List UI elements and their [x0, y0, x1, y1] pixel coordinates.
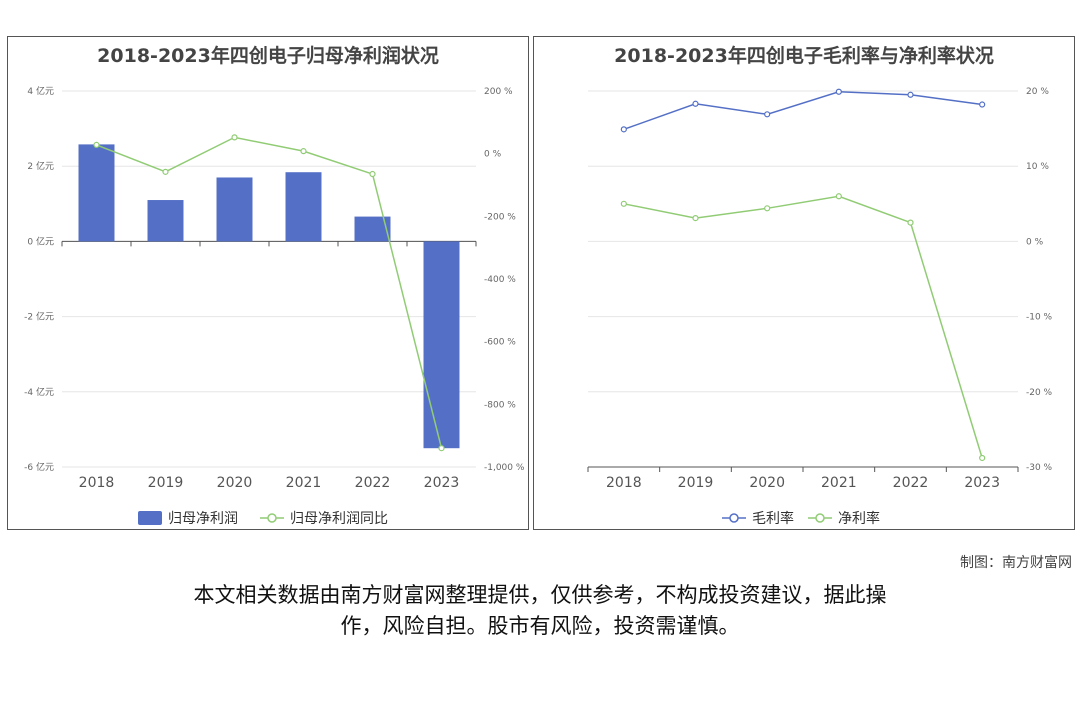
left-chart-title: 2018-2023年四创电子归母净利润状况 — [97, 45, 439, 67]
left-y-tick-label: -6 亿元 — [24, 461, 54, 473]
right-y-tick-label: 20 % — [1026, 87, 1049, 97]
right-y-tick-label: -10 % — [1026, 313, 1053, 323]
left-bar — [285, 172, 322, 242]
right-line-point — [979, 101, 986, 108]
left-y-tick-label: 2 亿元 — [27, 160, 54, 172]
right-line-point — [764, 111, 771, 118]
right-y-tick-label: 10 % — [1026, 162, 1049, 172]
right-line-point — [979, 454, 986, 462]
right-chart-svg: 20 % 10 % 0 % -10 % -20 % -30 % 2018 2019 2020 20… — [587, 87, 1053, 527]
right-chart-panel: 2018-2023年四创电子毛利率与净利率状况 20 % 10 % 0 % -10 %… — [533, 36, 1075, 530]
left-x-tick-label: 2022 — [355, 475, 391, 491]
left-line-point — [438, 445, 445, 452]
chart-credit: 制图：南方财富网 — [960, 555, 1072, 571]
left-y2-tick-label: 0 % — [484, 150, 502, 160]
right-y-tick-label: -20 % — [1026, 388, 1053, 398]
right-line-point — [620, 200, 627, 207]
right-line-point — [835, 193, 842, 200]
right-x-tick-label: 2019 — [678, 475, 714, 491]
right-x-tick-label: 2018 — [606, 475, 642, 491]
left-bar — [423, 241, 460, 449]
left-x-tick-label: 2019 — [148, 475, 184, 491]
right-line-point — [907, 91, 914, 98]
left-y2-tick-label: 200 % — [484, 87, 513, 97]
left-bar — [147, 200, 184, 242]
legend-gross-marker — [729, 513, 739, 523]
left-y2-tick-label: -1,000 % — [484, 463, 525, 473]
left-y-tick-label: -4 亿元 — [24, 386, 54, 398]
right-line-series-1 — [623, 195, 983, 459]
left-x-tick-label: 2021 — [286, 475, 322, 491]
left-x-tick-label: 2018 — [79, 475, 115, 491]
disclaimer-line-1: 本文相关数据由南方财富网整理提供，仅供参考，不构成投资建议，据此操 — [193, 583, 887, 607]
right-line-point — [692, 100, 699, 107]
right-x-tick-label: 2022 — [893, 475, 929, 491]
right-line-point — [620, 126, 627, 133]
left-bar — [354, 216, 391, 242]
left-y2-tick-label: -400 % — [484, 275, 516, 285]
right-y-tick-label: -30 % — [1026, 463, 1053, 473]
left-y-tick-label: -2 亿元 — [24, 311, 54, 323]
right-line-point — [764, 205, 771, 212]
right-x-tick-label: 2021 — [821, 475, 857, 491]
legend-line-label: 归母净利润同比 — [290, 510, 388, 527]
right-line-point — [835, 88, 842, 95]
left-y-tick-label: 4 亿元 — [27, 85, 54, 97]
right-x-tick-label: 2023 — [964, 475, 1000, 491]
legend-line-marker — [267, 513, 277, 523]
left-bar — [216, 177, 253, 242]
left-y2-tick-label: -800 % — [484, 400, 516, 410]
left-y2-tick-label: -600 % — [484, 338, 516, 348]
legend-bar-swatch — [138, 511, 162, 525]
left-line-series — [96, 136, 443, 449]
left-y2-tick-label: -200 % — [484, 212, 516, 222]
right-y-tick-label: 0 % — [1026, 237, 1044, 247]
left-bar — [78, 144, 115, 242]
left-chart-panel: 2018-2023年四创电子归母净利润状况 4 亿元 2 亿元 0 亿元 -2 亿元 -… — [7, 36, 529, 530]
disclaimer: 本文相关数据由南方财富网整理提供，仅供参考，不构成投资建议，据此操 作，风险自担… — [60, 580, 1020, 642]
left-chart-svg: 4 亿元 2 亿元 0 亿元 -2 亿元 -4 亿元 -6 亿元 200 % 0 % -200 … — [24, 85, 525, 527]
left-x-tick-label: 2020 — [217, 475, 253, 491]
legend-bar-label: 归母净利润 — [168, 510, 238, 527]
disclaimer-line-2: 作，风险自担。股市有风险，投资需谨慎。 — [340, 614, 740, 638]
left-y-tick-label: 0 亿元 — [27, 235, 54, 247]
left-line-point — [162, 168, 169, 175]
right-line-point — [692, 214, 699, 222]
legend-net-label: 净利率 — [838, 510, 880, 527]
right-chart-title: 2018-2023年四创电子毛利率与净利率状况 — [614, 45, 994, 67]
left-line-point — [93, 141, 100, 148]
right-line-point — [907, 219, 914, 226]
left-line-point — [300, 148, 307, 155]
left-line-point — [369, 170, 376, 178]
legend-net-marker — [815, 513, 825, 523]
right-line-series-0 — [623, 90, 983, 131]
left-x-tick-label: 2023 — [424, 475, 460, 491]
right-x-tick-label: 2020 — [749, 475, 785, 491]
legend-gross-label: 毛利率 — [752, 510, 794, 527]
left-line-point — [231, 134, 238, 141]
